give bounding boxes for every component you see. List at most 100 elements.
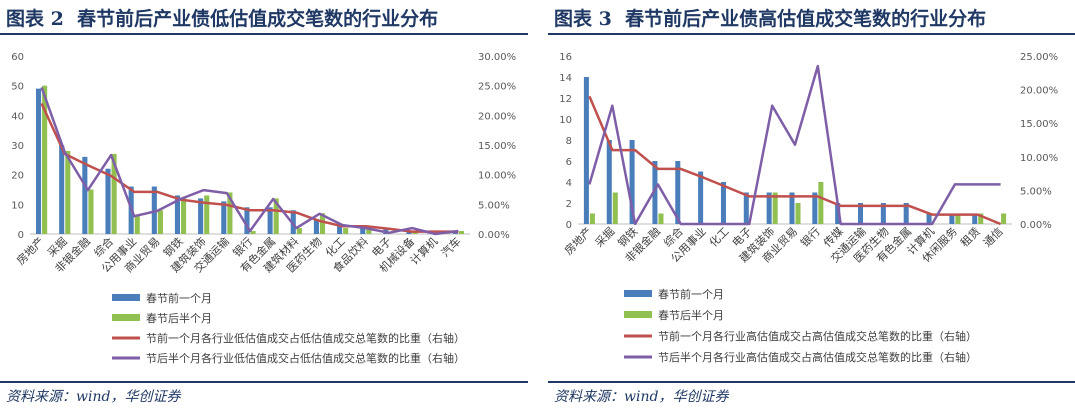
- bar-series-1: [406, 231, 412, 234]
- bar-series-2: [458, 231, 465, 234]
- figure-2-bottom-rule: [0, 381, 528, 383]
- y-tick-label: 6: [566, 157, 572, 168]
- bar-series-1: [629, 140, 635, 224]
- bar-series-2: [1001, 213, 1007, 224]
- x-category-label: 汽车: [438, 234, 463, 259]
- bar-series-2: [589, 213, 595, 224]
- line-series-1: [588, 95, 1002, 226]
- bar-series-2: [978, 213, 984, 224]
- x-category-label: 采掘: [592, 224, 617, 249]
- bar-series-2: [343, 228, 349, 234]
- bar-series-1: [151, 186, 157, 234]
- bar-series-1: [972, 213, 978, 224]
- figure-2-panel: 图表 2 春节前后产业债低估值成交笔数的行业分布 0 10 20 30 40 50 60 0.…: [0, 0, 528, 415]
- bar-series-1: [880, 203, 886, 224]
- bar-series-2: [658, 213, 664, 224]
- y-tick-label: 40: [11, 111, 24, 122]
- bar-series-1: [789, 192, 795, 224]
- legend-label: 春节前一个月: [658, 287, 724, 301]
- bar-series-2: [111, 153, 117, 234]
- legend-label: 春节前一个月: [146, 291, 212, 305]
- y-tick-label: 14: [559, 73, 572, 84]
- bar-series-2: [366, 228, 372, 234]
- line-series-1: [40, 102, 459, 233]
- y-tick-label: 10: [11, 200, 24, 211]
- bar-series-2: [65, 150, 71, 234]
- bar-series-2: [612, 192, 618, 224]
- y2-tick-label: 25.00%: [1020, 52, 1058, 63]
- bar-series-2: [319, 213, 326, 234]
- legend-label: 节后半个月各行业低估值成交占低估值成交总笔数的比重（右轴）: [146, 351, 465, 365]
- bar-series-2: [772, 192, 778, 224]
- y-tick-label: 2: [566, 199, 572, 210]
- legend-label: 春节后半个月: [658, 308, 724, 322]
- bar-series-1: [337, 225, 343, 234]
- y2-tick-label: 10.00%: [478, 171, 516, 182]
- figure-3-panel: 图表 3 春节前后产业债高估值成交笔数的行业分布 0 2 4 6 8 10 12 14 16 0.…: [548, 0, 1075, 415]
- figure-3-chart: 0 2 4 6 8 10 12 14 16 0.00% 5.00% 10.00% 15.00% 20.00…: [559, 52, 1058, 364]
- bar-series-1: [59, 145, 65, 234]
- bar-series-2: [42, 85, 48, 234]
- bar-series-1: [926, 213, 932, 224]
- y-tick-label: 8: [566, 136, 572, 147]
- figure-2-source: 资料来源：wind，华创证券: [6, 389, 181, 405]
- legend-swatch: [112, 314, 140, 321]
- y2-tick-label: 15.00%: [1020, 119, 1058, 130]
- figure-3-title: 图表 3 春节前后产业债高估值成交笔数的行业分布: [554, 8, 987, 30]
- bar-series-1: [313, 219, 319, 234]
- y2-tick-label: 10.00%: [1020, 153, 1058, 164]
- legend-swatch: [624, 311, 652, 318]
- bar-series-2: [157, 210, 163, 234]
- bar-series-1: [698, 171, 704, 224]
- bar-series-1: [360, 225, 366, 234]
- bar-series-1: [290, 210, 296, 234]
- y-tick-label: 10: [559, 115, 572, 126]
- bar-series-2: [134, 216, 140, 234]
- bar-series-1: [583, 77, 589, 224]
- bar-series-1: [743, 192, 749, 224]
- line-series-2: [588, 64, 1001, 226]
- y2-tick-label: 0.00%: [478, 230, 510, 241]
- bar-series-2: [227, 192, 233, 234]
- bar-series-1: [82, 156, 88, 234]
- y-tick-label: 0: [566, 220, 572, 231]
- bar-series-2: [296, 228, 302, 234]
- y2-tick-label: 5.00%: [478, 200, 510, 211]
- bar-series-2: [181, 198, 187, 234]
- bar-series-1: [35, 88, 42, 234]
- y2-tick-label: 0.00%: [1020, 220, 1052, 231]
- y-tick-label: 30: [11, 141, 24, 152]
- bar-series-1: [105, 168, 111, 234]
- x-category-label: 化工: [706, 224, 731, 249]
- y-tick-label: 16: [559, 52, 572, 63]
- bar-series-2: [795, 203, 801, 224]
- figure-2-chart: 0 10 20 30 40 50 60 0.00% 5.00% 10.00% 15.00% 20.00…: [11, 52, 516, 365]
- bar-series-1: [949, 213, 955, 224]
- figure-2-top-rule: [0, 33, 528, 35]
- y-tick-label: 20: [11, 171, 24, 182]
- bar-series-1: [198, 198, 204, 234]
- y-tick-label: 50: [11, 82, 24, 93]
- bar-series-1: [675, 161, 681, 224]
- legend-swatch: [112, 294, 140, 301]
- y2-tick-label: 20.00%: [478, 111, 516, 122]
- line-series-2: [40, 86, 459, 236]
- y2-tick-label: 30.00%: [478, 52, 516, 63]
- bar-series-1: [174, 195, 181, 234]
- legend-swatch: [624, 290, 652, 297]
- bar-series-2: [955, 213, 961, 224]
- figure-3-bottom-rule: [548, 381, 1075, 383]
- y-tick-label: 12: [559, 94, 572, 105]
- y-tick-label: 0: [18, 230, 24, 241]
- y-tick-label: 4: [566, 178, 572, 189]
- bar-series-1: [812, 192, 818, 224]
- bar-series-1: [720, 182, 726, 224]
- figure-2-title: 图表 2 春节前后产业债低估值成交笔数的行业分布: [6, 8, 439, 30]
- x-category-label: 银行: [798, 224, 823, 249]
- bar-series-2: [88, 189, 94, 234]
- bar-series-1: [858, 203, 864, 224]
- y2-tick-label: 20.00%: [1020, 86, 1058, 97]
- legend-label: 节后半个月各行业高估值成交占高估值成交总笔数的比重（右轴）: [658, 350, 977, 364]
- bar-series-1: [606, 140, 612, 224]
- bar-series-1: [766, 192, 772, 224]
